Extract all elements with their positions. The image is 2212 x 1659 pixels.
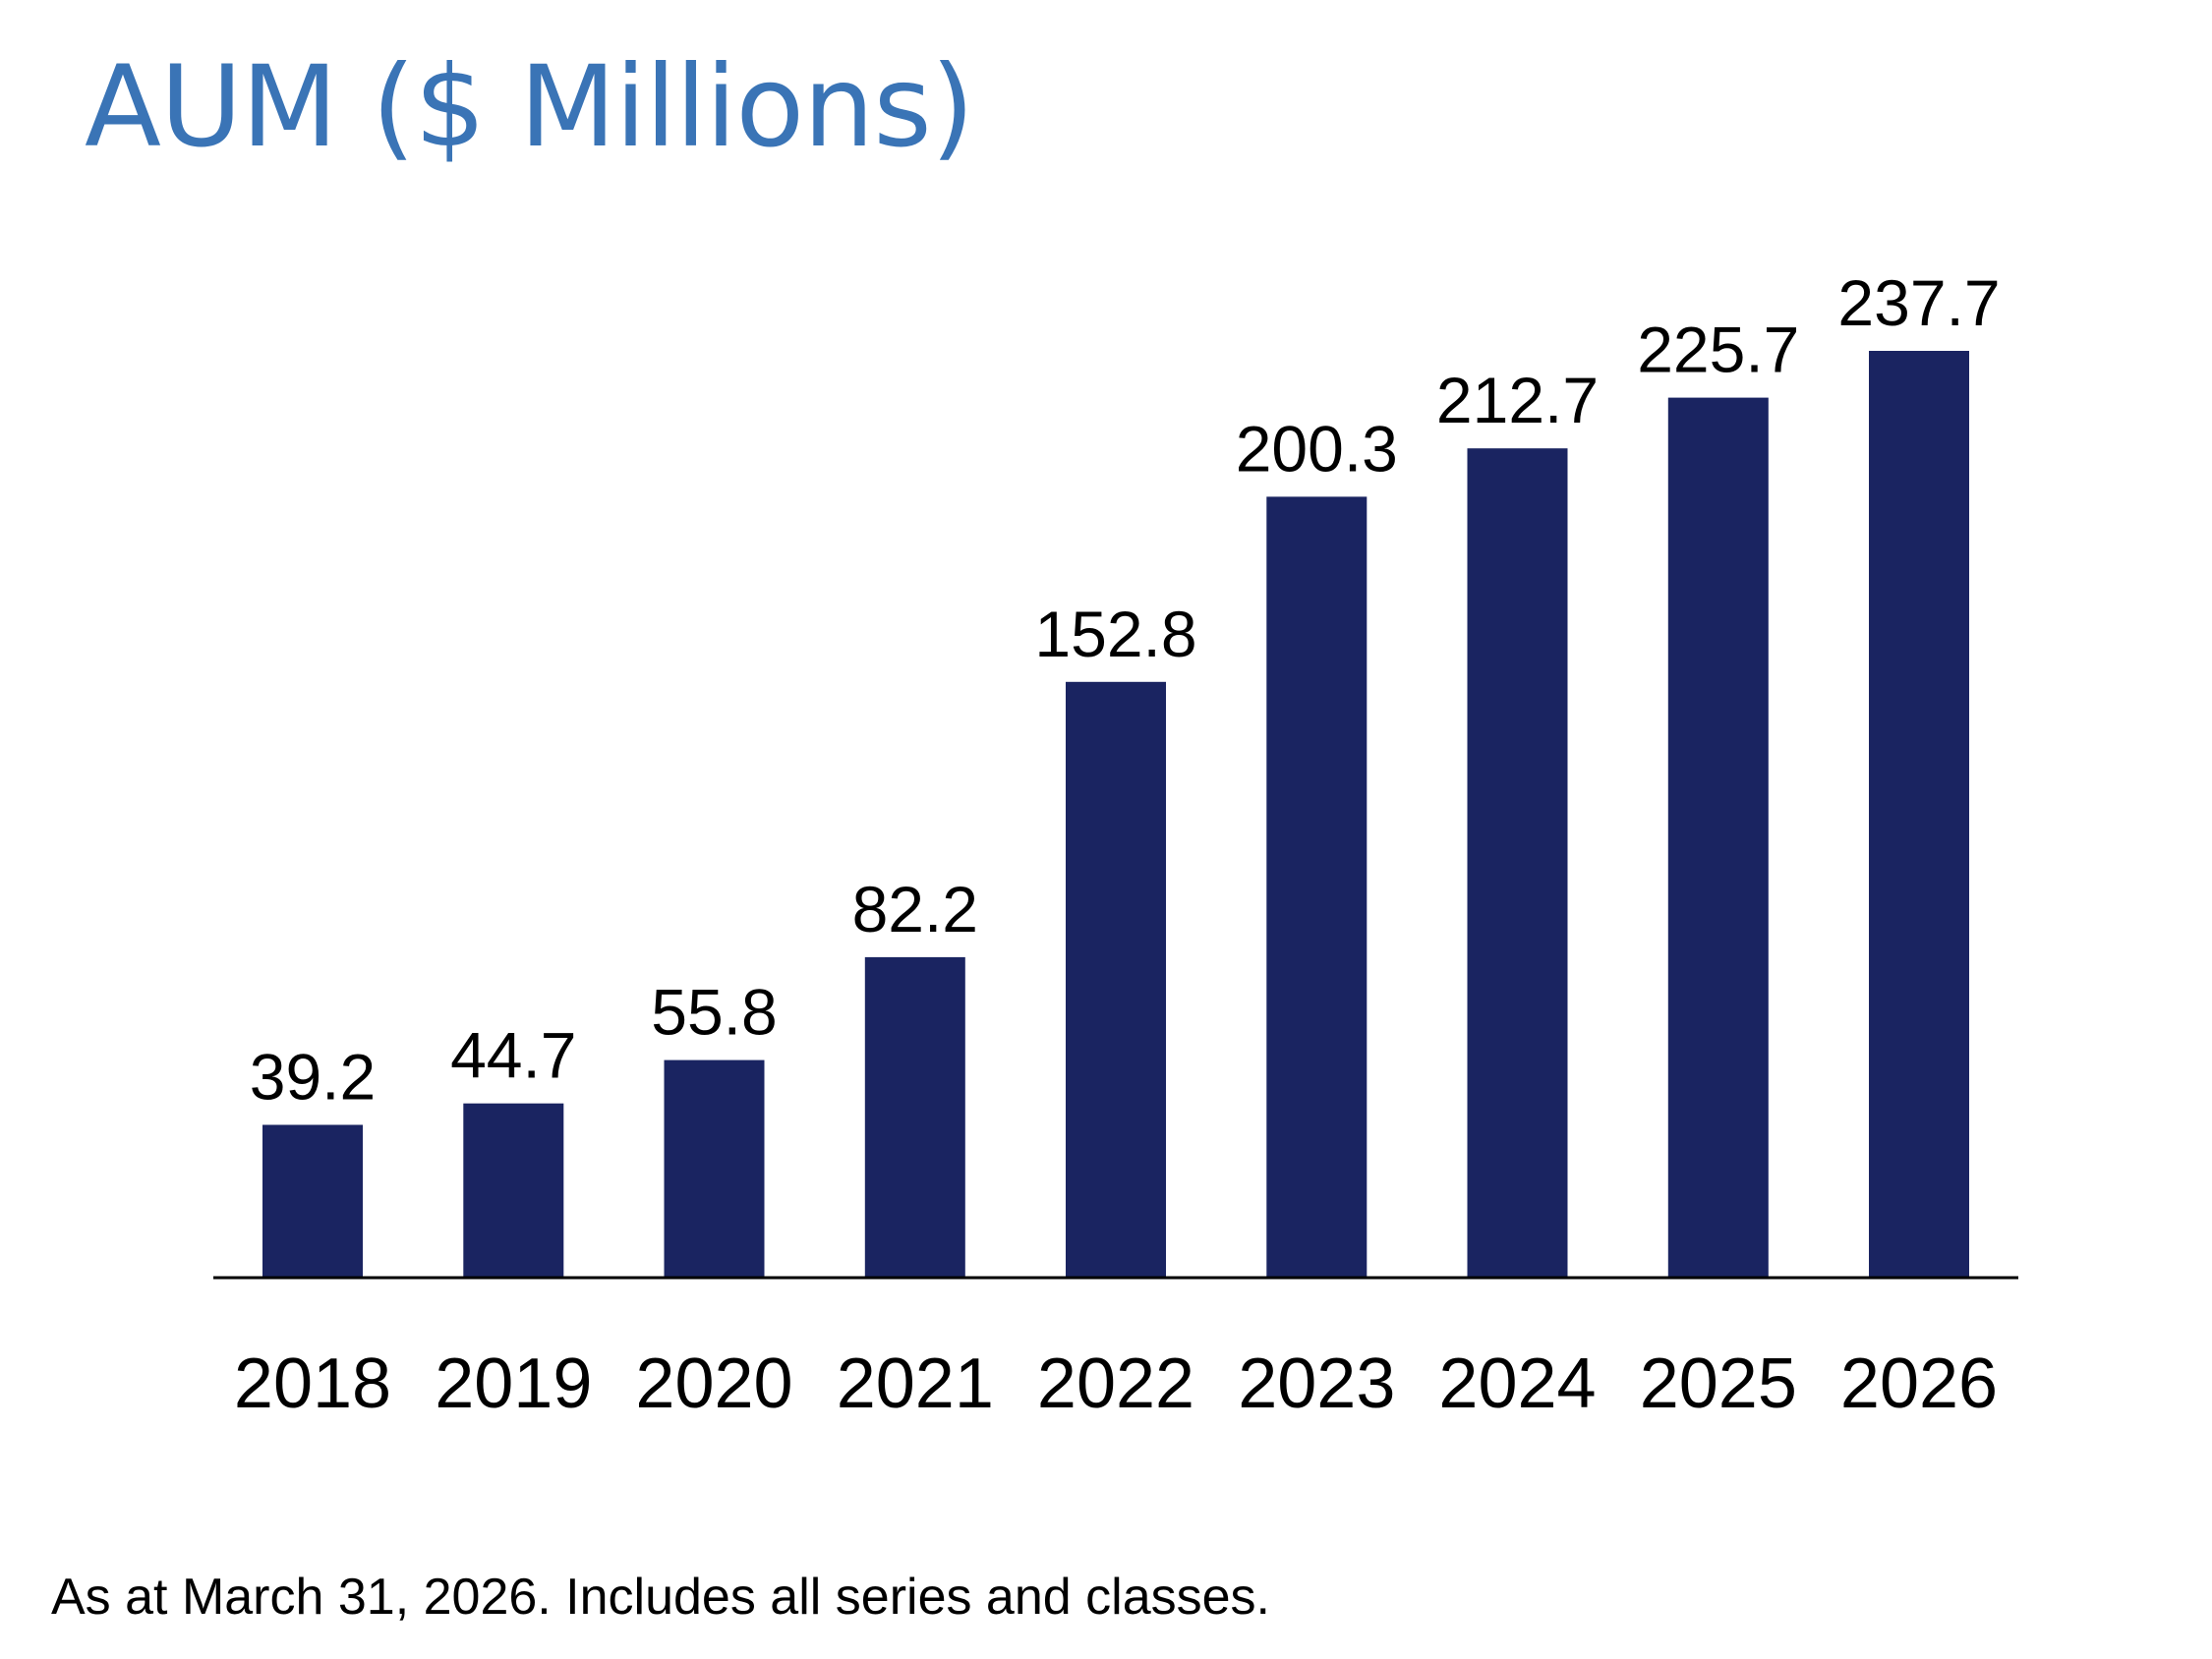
bar-2024 [1467, 448, 1568, 1278]
value-labels-group: 39.2 44.7 55.8 82.2 152.8 200.3 212.7 225.7 237.… [250, 266, 2001, 1114]
x-tick-label-2019: 2019 [435, 1344, 592, 1423]
bar-2021 [864, 956, 965, 1278]
bars-group [262, 351, 1969, 1279]
value-label-2021: 82.2 [852, 873, 978, 945]
bar-2025 [1667, 397, 1769, 1279]
value-label-2025: 225.7 [1637, 314, 1799, 386]
chart-title: AUM ($ Millions) [85, 41, 974, 172]
value-label-2024: 212.7 [1436, 364, 1599, 436]
value-label-2020: 55.8 [651, 976, 777, 1049]
x-tick-label-2026: 2026 [1840, 1344, 1998, 1423]
x-tick-label-2024: 2024 [1438, 1344, 1596, 1423]
bar-2019 [463, 1103, 564, 1278]
bar-2020 [664, 1059, 765, 1278]
x-tick-labels-group: 2018 2019 2020 2021 2022 2023 2024 2025 2026 [234, 1344, 1998, 1423]
value-label-2026: 237.7 [1837, 266, 2000, 339]
bar-2022 [1066, 681, 1166, 1278]
footnote: As at March 31, 2026. Includes all serie… [51, 1569, 1270, 1626]
x-tick-label-2020: 2020 [635, 1344, 792, 1423]
value-label-2018: 39.2 [250, 1041, 376, 1114]
value-label-2022: 152.8 [1034, 598, 1196, 670]
x-tick-label-2023: 2023 [1238, 1344, 1395, 1423]
x-tick-label-2025: 2025 [1640, 1344, 1797, 1423]
bar-2026 [1869, 351, 1969, 1278]
bar-2018 [262, 1124, 363, 1278]
x-tick-label-2018: 2018 [234, 1344, 391, 1423]
x-tick-label-2021: 2021 [837, 1344, 994, 1423]
x-tick-label-2022: 2022 [1037, 1344, 1194, 1423]
value-label-2019: 44.7 [450, 1019, 576, 1092]
bar-2023 [1266, 496, 1368, 1278]
value-label-2023: 200.3 [1236, 412, 1398, 485]
